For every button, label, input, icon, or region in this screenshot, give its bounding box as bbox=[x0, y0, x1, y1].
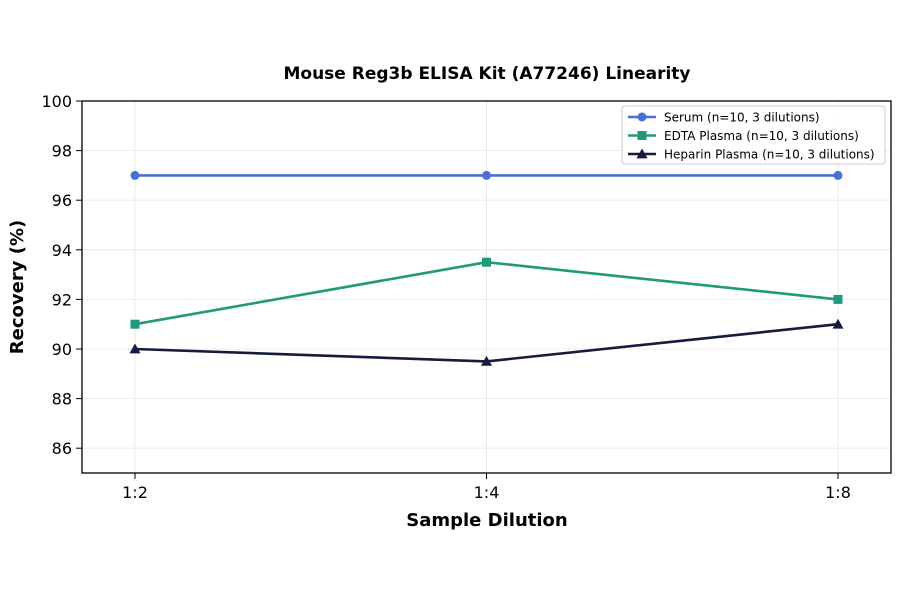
y-tick-label: 96 bbox=[52, 191, 72, 210]
y-tick-label: 94 bbox=[52, 241, 72, 260]
legend-box bbox=[621, 105, 886, 165]
x-axis-label: Sample Dilution bbox=[406, 510, 567, 531]
data-point bbox=[129, 343, 141, 354]
y-tick-label: 98 bbox=[52, 142, 72, 161]
data-point bbox=[833, 294, 843, 304]
legend-marker bbox=[637, 112, 647, 122]
data-point bbox=[481, 355, 492, 366]
legend-marker bbox=[637, 131, 647, 140]
y-tick-label: 86 bbox=[52, 439, 72, 458]
legend-item: Serum (n=10, 3 dilutions) bbox=[628, 111, 820, 125]
y-axis-label: Recovery (%) bbox=[7, 220, 28, 354]
data-point bbox=[833, 170, 843, 180]
legend-marker bbox=[636, 148, 648, 159]
x-tick-label: 1:2 bbox=[122, 483, 148, 502]
legend-item: EDTA Plasma (n=10, 3 dilutions) bbox=[628, 129, 859, 143]
data-point bbox=[832, 318, 844, 329]
x-tick-label: 1:8 bbox=[825, 483, 851, 502]
series-1 bbox=[130, 257, 843, 329]
chart-title: Mouse Reg3b ELISA Kit (A77246) Linearity bbox=[283, 64, 690, 84]
legend-label: Heparin Plasma (n=10, 3 dilutions) bbox=[664, 148, 875, 162]
legend-item: Heparin Plasma (n=10, 3 dilutions) bbox=[628, 148, 875, 162]
legend-label: Serum (n=10, 3 dilutions) bbox=[664, 111, 820, 125]
data-point bbox=[130, 319, 140, 329]
y-tick-label: 92 bbox=[52, 290, 72, 309]
x-tick-label: 1:4 bbox=[474, 483, 500, 502]
data-point bbox=[482, 170, 491, 180]
y-tick-label: 88 bbox=[52, 390, 72, 409]
y-tick-label: 100 bbox=[41, 92, 72, 111]
series-2 bbox=[129, 318, 844, 366]
legend: Serum (n=10, 3 dilutions) EDTA Plasma (n=… bbox=[621, 105, 886, 165]
data-point bbox=[130, 170, 140, 180]
series-lines bbox=[129, 170, 844, 366]
legend-label: EDTA Plasma (n=10, 3 dilutions) bbox=[664, 129, 859, 143]
axes: 86 88 90 92 94 96 98 100 1:2 1:4 1:8 bbox=[41, 92, 892, 502]
series-0 bbox=[130, 170, 843, 180]
y-tick-label: 90 bbox=[52, 340, 72, 359]
data-point bbox=[482, 257, 491, 267]
